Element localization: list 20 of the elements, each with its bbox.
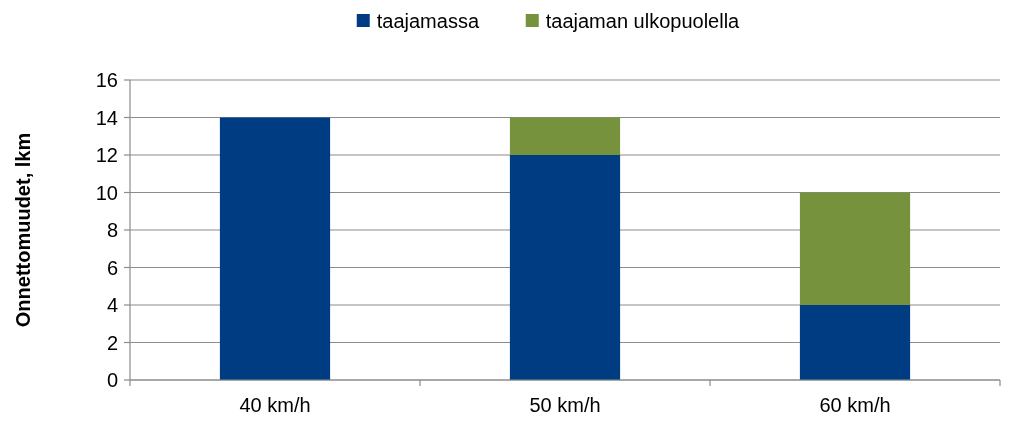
y-tick-label: 16 xyxy=(95,69,118,91)
bar xyxy=(799,305,911,380)
y-tick-label: 8 xyxy=(106,219,118,241)
y-tick-label: 6 xyxy=(106,256,118,279)
x-tick-label: 60 km/h xyxy=(819,394,891,416)
bar xyxy=(219,117,331,380)
y-tick-label: 2 xyxy=(106,331,118,354)
bar xyxy=(509,155,621,380)
y-axis-title: Onnettomuudet, lkm xyxy=(12,132,34,328)
x-tick-label: 40 km/h xyxy=(239,394,311,416)
legend-label: taajamassa xyxy=(376,10,480,32)
y-tick-label: 4 xyxy=(106,294,118,316)
y-tick-label: 10 xyxy=(95,181,118,204)
y-tick-label: 14 xyxy=(95,106,118,129)
x-tick-label: 50 km/h xyxy=(529,394,601,416)
y-tick-label: 12 xyxy=(95,144,118,166)
bar xyxy=(509,117,621,155)
legend-label: taajaman ulkopuolella xyxy=(545,10,741,32)
bar xyxy=(799,192,911,305)
y-tick-label: 0 xyxy=(106,369,118,391)
